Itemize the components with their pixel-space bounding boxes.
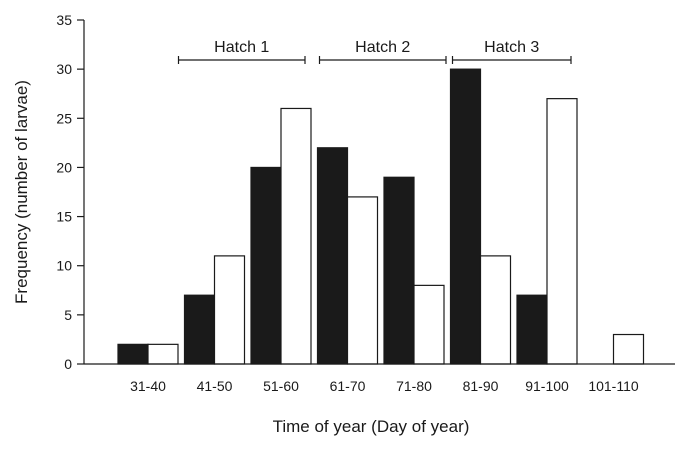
y-tick-label-5: 5 bbox=[64, 307, 72, 323]
x-tick-label-101-110: 101-110 bbox=[588, 378, 639, 394]
bar-71-80-series-1 bbox=[383, 176, 415, 365]
bar-51-60-series-2 bbox=[280, 107, 312, 365]
hatch-label-3: Hatch 3 bbox=[484, 39, 539, 56]
hatch-label-1: Hatch 1 bbox=[214, 39, 269, 56]
x-tick-label-61-70: 61-70 bbox=[330, 378, 366, 394]
y-tick-label-25: 25 bbox=[56, 110, 72, 126]
x-tick-label-41-50: 41-50 bbox=[197, 378, 233, 394]
y-tick-label-10: 10 bbox=[56, 258, 72, 274]
y-tick-label-0: 0 bbox=[64, 356, 72, 372]
y-tick-label-20: 20 bbox=[56, 159, 72, 175]
annotations-layer: Hatch 1 Hatch 2 Hatch 3 bbox=[177, 39, 572, 64]
hatch-label-2: Hatch 2 bbox=[355, 39, 410, 56]
y-tick-label-30: 30 bbox=[56, 61, 72, 77]
ticks-layer: 0 5 10 15 20 25 30 35 31-40 41-50 51-60 61-70 71-80 8… bbox=[56, 12, 638, 394]
axes-layer bbox=[83, 20, 675, 365]
x-tick-label-31-40: 31-40 bbox=[130, 378, 166, 394]
x-tick-label-91-100: 91-100 bbox=[525, 378, 569, 394]
bar-71-80-series-2 bbox=[413, 284, 445, 365]
bars-layer bbox=[117, 68, 645, 365]
y-axis-title: Frequency (number of larvae) bbox=[12, 80, 31, 304]
x-tick-label-81-90: 81-90 bbox=[463, 378, 499, 394]
bar-51-60-series-1 bbox=[250, 166, 282, 365]
x-tick-label-51-60: 51-60 bbox=[263, 378, 299, 394]
y-tick-label-35: 35 bbox=[56, 12, 72, 28]
bar-31-40-series-2 bbox=[147, 343, 179, 365]
bar-91-100-series-2 bbox=[546, 98, 578, 365]
bar-81-90-series-2 bbox=[479, 255, 512, 365]
bar-31-40-series-1 bbox=[117, 343, 149, 365]
bar-41-50-series-1 bbox=[183, 294, 216, 365]
bar-41-50-series-2 bbox=[213, 255, 246, 365]
bar-91-100-series-1 bbox=[516, 294, 548, 365]
bar-61-70-series-2 bbox=[346, 196, 379, 365]
x-tick-label-71-80: 71-80 bbox=[396, 378, 432, 394]
bar-101-110-series-2 bbox=[612, 333, 645, 365]
bar-81-90-series-1 bbox=[449, 68, 482, 365]
y-tick-label-15: 15 bbox=[56, 209, 72, 225]
x-axis-title: Time of year (Day of year) bbox=[273, 417, 470, 436]
bar-61-70-series-1 bbox=[316, 147, 349, 365]
